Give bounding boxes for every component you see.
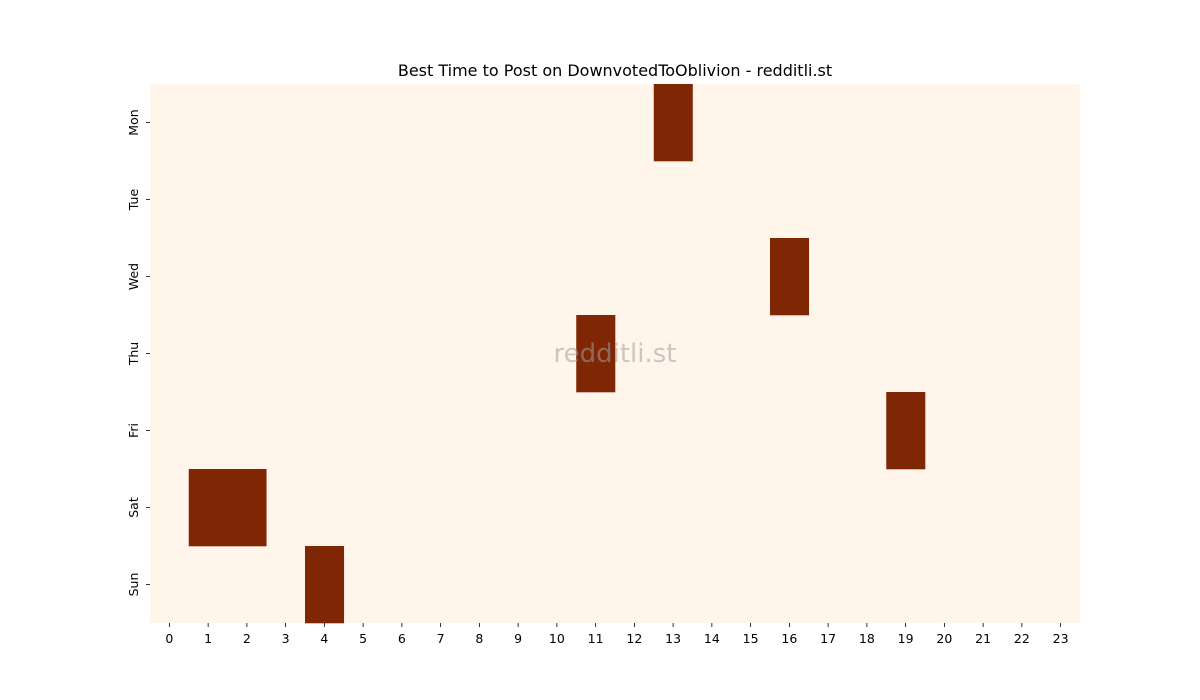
x-tick-label: 0 xyxy=(165,631,173,646)
x-tick-label: 7 xyxy=(437,631,445,646)
x-tick-label: 22 xyxy=(1014,631,1030,646)
heatmap-cell-sat-2 xyxy=(227,469,267,547)
x-tick-label: 6 xyxy=(398,631,406,646)
x-tick-label: 9 xyxy=(514,631,522,646)
x-tick-label: 11 xyxy=(588,631,604,646)
x-tick-label: 12 xyxy=(626,631,642,646)
watermark: redditli.st xyxy=(554,339,677,369)
heatmap-cell-wed-16 xyxy=(770,238,810,316)
heatmap-cell-mon-13 xyxy=(653,84,693,162)
y-tick-label: Mon xyxy=(126,109,141,135)
x-tick-label: 15 xyxy=(743,631,759,646)
x-tick-label: 23 xyxy=(1053,631,1069,646)
y-tick-label: Tue xyxy=(126,189,141,212)
x-tick-label: 10 xyxy=(549,631,565,646)
y-tick-label: Thu xyxy=(126,342,141,366)
heatmap-cell-fri-19 xyxy=(886,392,926,470)
heatmap-cell-thu-11 xyxy=(576,315,616,393)
x-tick-label: 5 xyxy=(359,631,367,646)
y-tick-label: Wed xyxy=(126,263,141,290)
x-axis: 0 1 2 3 4 5 6 7 8 9 10 11 12 13 14 15 16 17 18 19 20 21 22 23 xyxy=(165,623,1069,646)
x-tick-label: 2 xyxy=(243,631,251,646)
y-tick-label: Sat xyxy=(126,497,141,518)
x-tick-label: 18 xyxy=(859,631,875,646)
heatmap-cell-sun-4 xyxy=(305,546,345,624)
y-axis: Mon Tue Wed Thu Fri Sat Sun xyxy=(126,109,150,596)
plot-area xyxy=(150,84,1080,624)
x-tick-label: 16 xyxy=(781,631,797,646)
x-tick-label: 19 xyxy=(898,631,914,646)
x-tick-label: 3 xyxy=(282,631,290,646)
x-tick-label: 1 xyxy=(204,631,212,646)
x-tick-label: 13 xyxy=(665,631,681,646)
y-tick-label: Fri xyxy=(126,423,141,438)
x-tick-label: 4 xyxy=(320,631,328,646)
x-tick-label: 17 xyxy=(820,631,836,646)
heatmap-cell-sat-1 xyxy=(188,469,228,547)
x-tick-label: 8 xyxy=(475,631,483,646)
chart-title: Best Time to Post on DownvotedToOblivion… xyxy=(398,61,832,80)
x-tick-label: 14 xyxy=(704,631,720,646)
x-tick-label: 21 xyxy=(975,631,991,646)
x-tick-label: 20 xyxy=(936,631,952,646)
y-tick-label: Sun xyxy=(126,573,141,597)
